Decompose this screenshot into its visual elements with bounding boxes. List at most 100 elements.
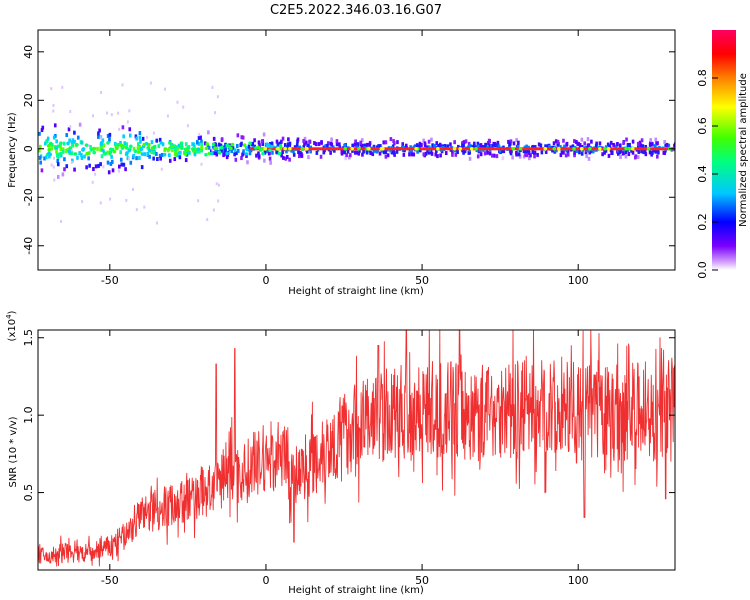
- spectrogram-cell: [292, 152, 296, 157]
- spectrogram-cell: [418, 141, 422, 146]
- spectrogram-cell: [89, 147, 93, 152]
- snr-y-label: SNR (10 * v/v): [8, 416, 19, 487]
- spectrogram-cell: [263, 150, 267, 155]
- spectrogram-cell: [492, 153, 496, 158]
- spectrogram-cell: [108, 150, 113, 155]
- spectrogram-cell: [420, 142, 423, 147]
- spectrogram-cell: [231, 145, 234, 150]
- spectrogram-cell: [68, 146, 73, 150]
- spectrogram-cell: [64, 148, 68, 153]
- spectrogram-cell: [183, 152, 188, 156]
- spectrogram-cell: [61, 172, 65, 177]
- spectrogram-cell: [573, 153, 576, 158]
- spectrogram-cell: [244, 152, 249, 156]
- spectrogram-cell: [554, 148, 557, 153]
- spectrogram-cell: [61, 147, 65, 152]
- spectrogram-cell: [246, 160, 249, 165]
- spectrogram-cell: [196, 149, 199, 154]
- spectrogram-cell: [343, 146, 348, 151]
- spectrogram-cell: [317, 142, 321, 147]
- spectrogram-cell: [429, 148, 433, 153]
- spectrogram-cell: [554, 139, 558, 144]
- spectrogram-cell: [96, 146, 99, 151]
- spectrogram-cell: [174, 147, 177, 152]
- spectrogram-cell: [106, 141, 110, 145]
- spectrogram-cell: [371, 152, 375, 157]
- spectrogram-cell: [84, 143, 89, 147]
- x-tick-label: 100: [568, 574, 589, 587]
- spectrogram-cell: [63, 167, 66, 172]
- spectrogram-cell: [433, 143, 436, 148]
- snr-series-line: [38, 330, 675, 567]
- spectrogram-cell: [127, 148, 131, 153]
- spectrogram-cell: [624, 150, 628, 155]
- spectrogram-cell: [257, 154, 261, 159]
- spectrogram-cell: [350, 146, 355, 151]
- spectrogram-cell: [343, 150, 346, 155]
- spectrogram-cell: [573, 150, 576, 155]
- spectrogram-x-label: Height of straight line (km): [288, 286, 424, 297]
- spectrogram-cell: [297, 150, 300, 155]
- spectrogram-cell: [516, 145, 520, 150]
- spectrogram-cell: [59, 146, 63, 151]
- spectrogram-cell: [99, 136, 102, 140]
- spectrogram-cell: [186, 145, 191, 150]
- spectrogram-cell: [348, 155, 351, 160]
- spectrogram-cell: [656, 154, 659, 159]
- spectrogram-cell: [564, 153, 568, 158]
- spectrogram-cell: [624, 146, 628, 151]
- spectrogram-cell: [365, 150, 369, 155]
- spectrogram-cell: [461, 143, 464, 148]
- spectrogram-cell: [631, 139, 635, 144]
- spectrogram-cell: [160, 167, 163, 171]
- spectrogram-cell: [106, 160, 110, 165]
- spectrogram-cell: [184, 142, 188, 147]
- spectrogram-cell: [518, 154, 522, 159]
- spectrogram-cell: [386, 153, 390, 158]
- spectrogram-cell: [552, 141, 556, 146]
- spectrogram-cell: [483, 151, 487, 156]
- spectrogram-cell: [283, 143, 287, 148]
- spectrogram-cell: [59, 141, 63, 145]
- spectrogram-cell: [662, 150, 666, 155]
- spectrogram-cell: [548, 144, 551, 149]
- spectrogram-cell: [418, 145, 421, 150]
- spectrogram-cell: [163, 147, 168, 151]
- spectrogram-cell: [653, 144, 657, 149]
- spectrogram-cell: [45, 155, 48, 160]
- spectrogram-cell: [128, 133, 132, 138]
- spectrogram-cell: [556, 139, 560, 144]
- spectrogram-panel: -50 0 50 100 40 20 0 -20 -40 Height of straight …: [7, 29, 676, 297]
- spectrogram-cell: [392, 148, 395, 153]
- spectrogram-cell: [517, 140, 520, 145]
- spectrogram-cell: [604, 148, 608, 153]
- spectrogram-cell: [578, 143, 582, 148]
- spectrogram-cell: [498, 148, 502, 153]
- spectrogram-cell: [215, 152, 219, 157]
- spectrogram-cell: [372, 148, 376, 153]
- spectrogram-cell: [285, 154, 289, 159]
- x-tick-label: 50: [415, 274, 429, 287]
- spectrogram-cell: [270, 141, 274, 146]
- spectrogram-cell: [430, 151, 434, 156]
- spectrogram-cell: [236, 133, 240, 138]
- spectrogram-cell: [488, 143, 491, 148]
- spectrogram-cell: [384, 150, 388, 155]
- spectrogram-cell: [52, 165, 55, 169]
- spectrogram-cell: [299, 152, 303, 157]
- spectrogram-cell: [70, 150, 74, 155]
- spectrogram-cell: [65, 133, 69, 138]
- snr-x-label: Height of straight line (km): [288, 585, 424, 596]
- spectrogram-cell: [551, 148, 554, 153]
- spectrogram-cell: [303, 142, 306, 147]
- spectrogram-cell: [216, 95, 219, 99]
- spectrogram-cell: [491, 153, 494, 158]
- spectrogram-frame: [37, 29, 676, 271]
- spectrogram-cell: [158, 137, 162, 142]
- spectrogram-cell: [92, 150, 96, 155]
- spectrogram-cell: [190, 147, 195, 151]
- spectrogram-cell: [129, 160, 133, 165]
- spectrogram-cell: [56, 155, 60, 160]
- spectrogram-cell: [155, 221, 158, 225]
- spectrogram-cell: [88, 163, 91, 168]
